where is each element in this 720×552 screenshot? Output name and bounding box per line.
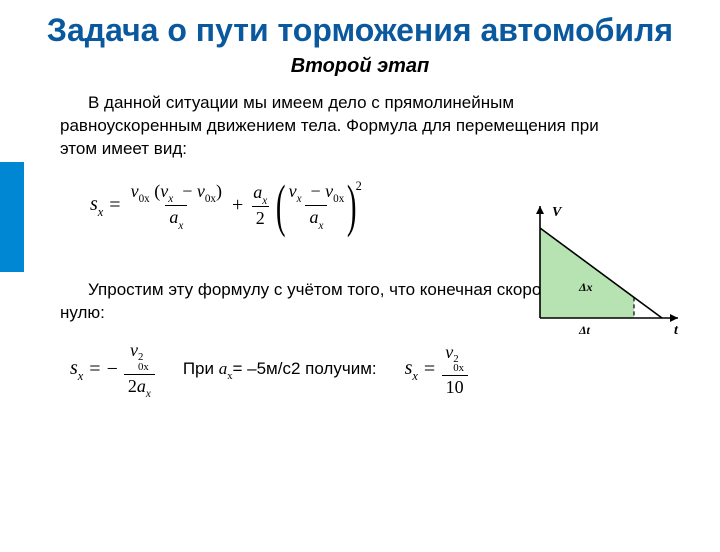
page-title: Задача о пути торможения автомобиля <box>40 12 680 49</box>
inline-condition: При аx= –5м/с2 получим: <box>183 359 377 381</box>
formula-2-row: sx = − v20x 2ax При аx= –5м/с2 получим: … <box>70 340 720 399</box>
svg-text:Δx: Δx <box>578 280 593 294</box>
subtitle: Второй этап <box>0 55 720 78</box>
svg-text:Δt: Δt <box>578 323 591 337</box>
paragraph-1: В данной ситуации мы имеем дело с прямол… <box>60 92 620 161</box>
formula-2: sx = − v20x 2ax <box>70 340 155 399</box>
accent-sidebar <box>0 162 24 272</box>
svg-text:t: t <box>674 323 679 338</box>
formula-3: sx = v20x 10 <box>405 342 468 398</box>
velocity-time-chart: Vt Δx Δt <box>522 198 686 346</box>
svg-text:V: V <box>552 205 563 220</box>
